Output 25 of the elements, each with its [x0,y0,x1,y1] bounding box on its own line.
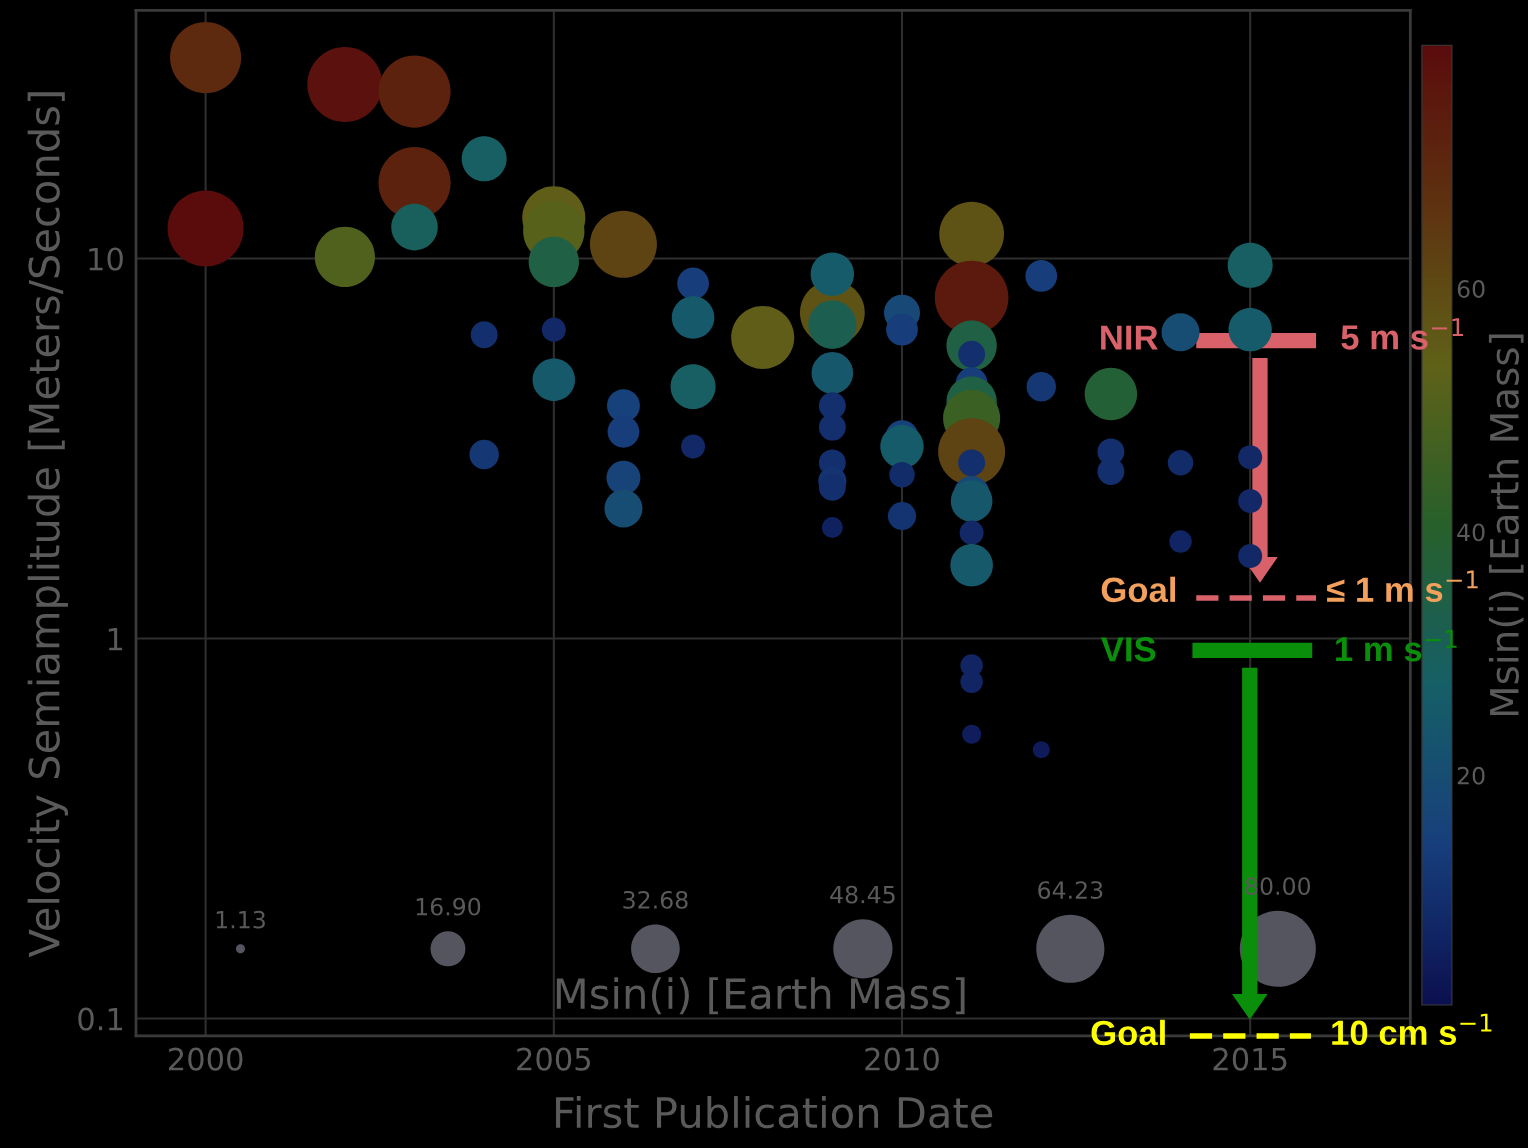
y-tick-label: 0.1 [78,1007,123,1031]
y-tick-label: 1 [108,627,123,651]
annotation: Goal [1091,1019,1165,1046]
legend-label: 32.68 [623,890,688,909]
legend-label: 1.13 [216,910,265,929]
annotation: Goal [1101,576,1176,603]
x-axis-title: First Publication Date [556,1096,993,1129]
y-axis-title: Velocity Semiamplitude [Meters/Seconds] [27,92,68,958]
legend-label: 48.45 [830,885,895,904]
legend-label: 16.90 [416,897,481,916]
legend-label: 64.23 [1038,881,1103,900]
annotation: 10 cm s$^{−1}$ [1332,1013,1492,1046]
legend-title: Msin(i) [Earth Mass] [556,977,965,1015]
x-tick-label: 2015 [1213,1047,1287,1071]
color-bar-label: 60 [1457,280,1485,298]
x-tick-label: 2000 [168,1047,243,1071]
annotation: VIS [1100,637,1156,662]
x-tick-label: 2005 [517,1047,591,1071]
annotation: ≤ 1 m s$^{−1}$ [1327,570,1478,602]
x-tick-label: 2010 [865,1047,939,1071]
color-bar-title: Msin(i) [Earth Mass] [1488,334,1524,716]
y-tick-label: 10 [89,247,123,271]
color-bar-label: 20 [1457,766,1485,785]
color-bar-label: 40 [1457,523,1485,542]
annotation: NIR [1101,325,1158,350]
